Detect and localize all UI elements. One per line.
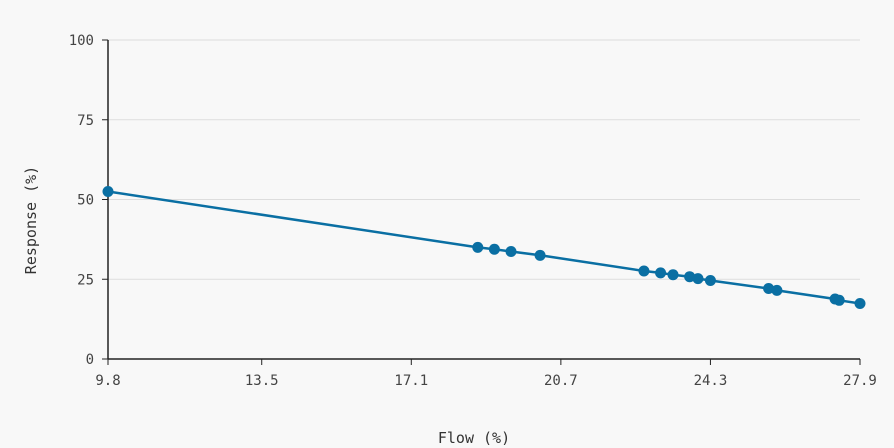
data-point <box>704 275 716 287</box>
y-axis-title: Response (%) <box>22 166 40 274</box>
data-point <box>472 241 484 253</box>
x-tick-label: 20.7 <box>544 373 578 389</box>
data-point <box>771 284 783 296</box>
x-tick-label: 13.5 <box>245 373 279 389</box>
data-point <box>505 245 517 257</box>
grid-lines <box>108 39 860 280</box>
data-point <box>534 249 546 261</box>
data-point <box>763 283 775 295</box>
series <box>102 186 866 309</box>
data-point <box>667 269 679 281</box>
data-point <box>102 186 114 198</box>
axes <box>102 39 861 365</box>
x-tick-label: 17.1 <box>394 373 428 389</box>
data-point <box>692 273 704 285</box>
data-point <box>488 243 500 255</box>
data-point <box>684 271 696 283</box>
x-tick-label: 24.3 <box>694 373 728 389</box>
y-tick-label: 75 <box>77 113 94 129</box>
y-tick-label: 100 <box>69 33 94 49</box>
data-point <box>833 294 845 306</box>
y-tick-label: 25 <box>77 272 94 288</box>
series-line <box>107 190 861 305</box>
y-tick-label: 50 <box>77 193 94 209</box>
data-point <box>854 297 866 309</box>
x-axis-title: Flow (%) <box>438 429 510 447</box>
tick-labels: 0 25 50 75 100 9.8 13.5 17.1 20.7 24.3 27.9 <box>69 33 877 389</box>
x-tick-label: 27.9 <box>843 373 877 389</box>
data-point <box>638 265 650 277</box>
x-tick-label: 9.8 <box>95 373 120 389</box>
y-tick-label: 0 <box>86 352 94 368</box>
data-point <box>655 267 667 279</box>
